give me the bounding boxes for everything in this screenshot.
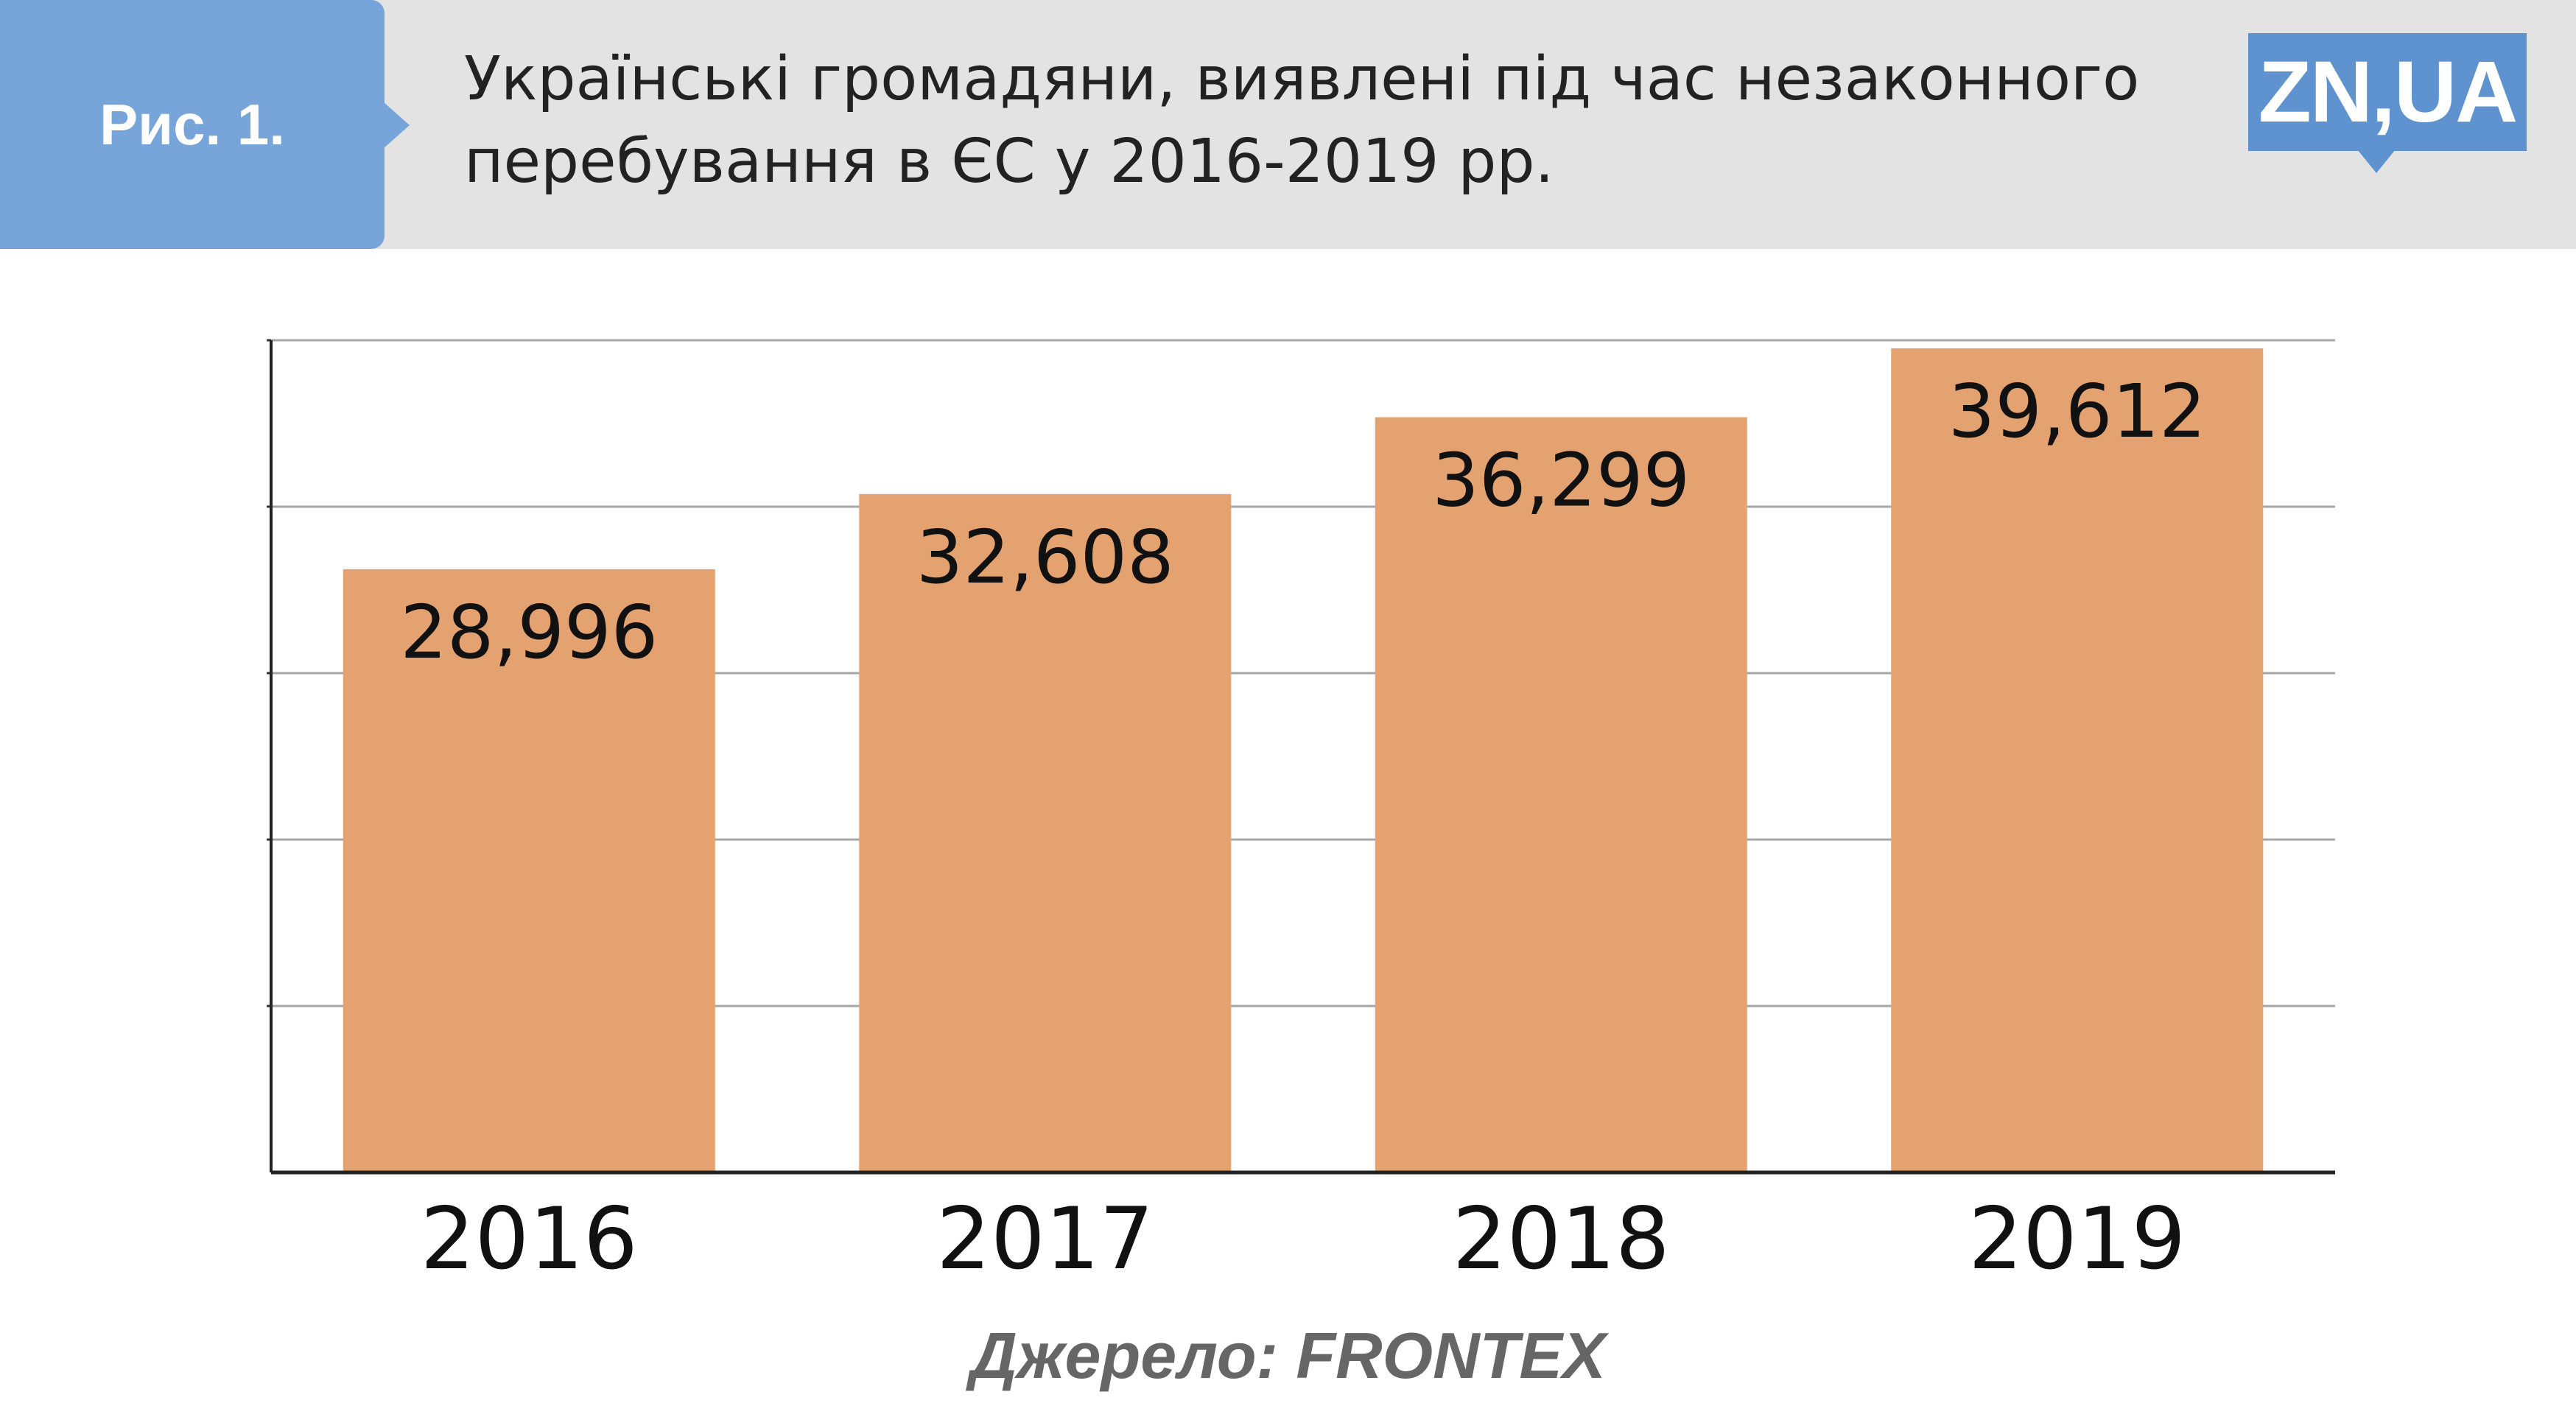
logo-speech-tail [2357,150,2396,173]
data-label-2017: 32,608 [916,514,1174,600]
figure-label-pointer [383,102,410,149]
x-tick-label-2017: 2017 [936,1189,1154,1289]
x-tick-label-2019: 2019 [1968,1189,2186,1289]
bars [343,348,2264,1173]
chart-title: Українські громадяни, виявлені під час н… [464,38,2158,203]
labels: 28,996 2016 32,608 2017 36,299 2018 39,612 2019 [400,368,2205,1289]
bar-2019 [1891,348,2264,1173]
bar-2017 [859,493,1232,1172]
data-label-2018: 36,299 [1432,437,1690,524]
data-label-2016: 28,996 [400,589,658,675]
bar-2018 [1375,417,1747,1172]
x-tick-label-2016: 2016 [421,1189,638,1289]
zn-ua-logo: ZN,UA [2248,33,2527,151]
axes [270,340,2335,1175]
figure-label: Рис. 1. [0,0,385,249]
chart-title-line-1: Українські громадяни, виявлені під час н… [464,44,2140,114]
header-band [0,0,2576,249]
x-tick-label-2018: 2018 [1453,1189,1670,1289]
chart-title-line-2: перебування в ЄС у 2016-2019 рр. [464,127,1554,197]
bar-2016 [343,569,715,1172]
data-label-2019: 39,612 [1948,368,2206,454]
source-note: Джерело: FRONTEX [970,1319,1606,1392]
